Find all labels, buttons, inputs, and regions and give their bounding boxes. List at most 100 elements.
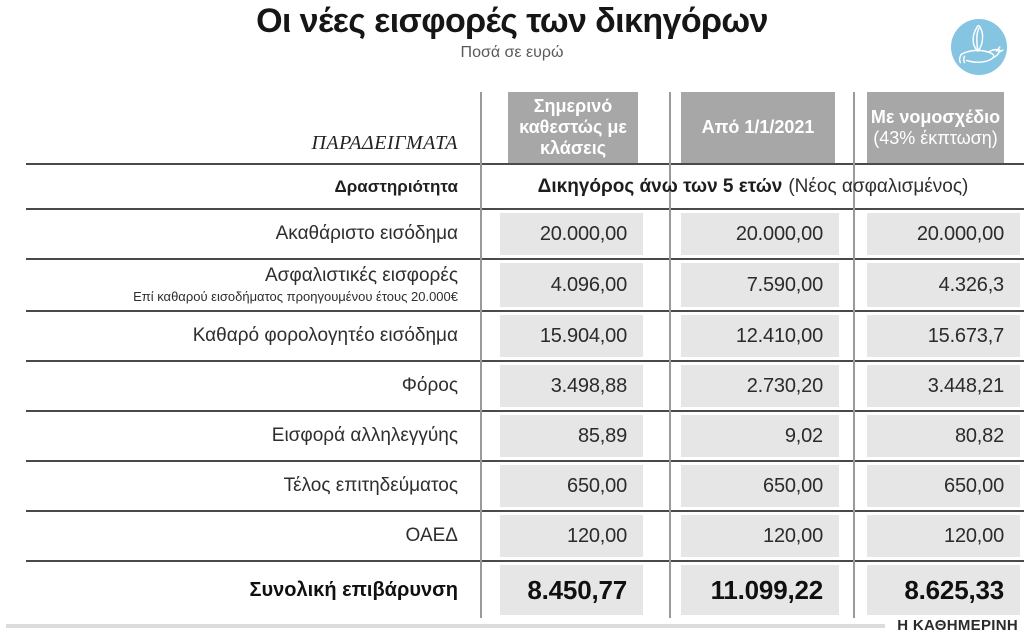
row-divider	[26, 258, 1024, 260]
table-row: Ακαθάριστο εισόδημα 20.000,00 20.000,00 …	[0, 210, 1024, 258]
value-cell: 11.099,22	[681, 565, 839, 615]
value-cell: 650,00	[500, 465, 643, 507]
row-value: 15.673,7	[927, 324, 1004, 347]
value-cell: 120,00	[681, 515, 839, 557]
table-row: Εισφορά αλληλεγγύης 85,89 9,02 80,82	[0, 412, 1024, 460]
table-row: Τέλος επιτηδεύματος 650,00 650,00 650,00	[0, 462, 1024, 510]
activity-row: Δραστηριότητα Δικηγόρος άνω των 5 ετών (…	[0, 165, 1024, 208]
row-value: 3.498,88	[550, 374, 627, 397]
value-cell: 8.625,33	[867, 565, 1020, 615]
examples-label: ΠΑΡΑΔΕΙΓΜΑΤΑ	[311, 132, 458, 154]
row-label: Ασφαλιστικές εισφορές	[264, 265, 458, 287]
value-cell: 650,00	[867, 465, 1020, 507]
row-value: 20.000,00	[539, 222, 627, 245]
row-value: 120,00	[763, 524, 823, 547]
column-header-current-regime: Σημερινό καθεστώς με κλάσεις	[508, 92, 638, 163]
row-divider	[26, 163, 1024, 165]
value-cell: 650,00	[681, 465, 839, 507]
kathimerini-dove-icon	[951, 19, 1007, 75]
row-value: 12.410,00	[735, 324, 823, 347]
row-value: 3.448,21	[927, 374, 1004, 397]
title-block: Οι νέες εισφορές των δικηγόρων Ποσά σε ε…	[0, 0, 1024, 62]
row-label-cell: Ακαθάριστο εισόδημα	[0, 210, 482, 258]
row-divider	[26, 310, 1024, 312]
page-subtitle: Ποσά σε ευρώ	[460, 44, 564, 61]
table-row: Καθαρό φορολογητέο εισόδημα 15.904,00 12…	[0, 312, 1024, 360]
row-label-cell: Καθαρό φορολογητέο εισόδημα	[0, 312, 482, 360]
column-header-title: Με νομοσχέδιο	[870, 106, 1001, 127]
value-cell: 20.000,00	[681, 213, 839, 255]
value-cell: 8.450,77	[500, 565, 643, 615]
page-title: Οι νέες εισφορές των δικηγόρων	[256, 2, 768, 40]
row-label-cell: Συνολική επιβάρυνση	[0, 562, 482, 618]
column-divider	[669, 92, 671, 618]
row-value: 4.096,00	[550, 273, 627, 296]
row-label: Εισφορά αλληλεγγύης	[271, 424, 458, 446]
table-header-row: ΠΑΡΑΔΕΙΓΜΑΤΑ Σημερινό καθεστώς με κλάσει…	[0, 92, 1024, 163]
column-header-from-2021: Από 1/1/2021	[681, 92, 835, 163]
row-label: Φόρος	[401, 374, 458, 396]
activity-value-bold: Δικηγόρος άνω των 5 ετών	[537, 175, 783, 197]
table-row: Ασφαλιστικές εισφορές Επί καθαρού εισοδή…	[0, 260, 1024, 310]
row-value: 80,82	[954, 424, 1004, 447]
value-cell: 20.000,00	[500, 213, 643, 255]
row-divider	[26, 360, 1024, 362]
value-cell: 2.730,20	[681, 365, 839, 407]
contributions-table: ΠΑΡΑΔΕΙΓΜΑΤΑ Σημερινό καθεστώς με κλάσει…	[0, 92, 1024, 618]
row-value: 85,89	[577, 424, 627, 447]
column-header-title: Σημερινό καθεστώς με κλάσεις	[519, 96, 627, 158]
row-divider	[26, 510, 1024, 512]
footer: Η ΚΑΘΗΜΕΡΙΝΗ	[6, 617, 1018, 634]
value-cell: 120,00	[500, 515, 643, 557]
value-cell: 4.326,3	[867, 263, 1020, 307]
row-value: 20.000,00	[916, 222, 1004, 245]
table-row: Συνολική επιβάρυνση 8.450,77 11.099,22 8…	[0, 562, 1024, 618]
row-value: 8.625,33	[904, 574, 1004, 605]
row-label: Καθαρό φορολογητέο εισόδημα	[192, 324, 458, 346]
footer-rule	[6, 623, 886, 628]
column-divider	[853, 92, 855, 618]
row-sublabel: Επί καθαρού εισοδήματος προηγουμένου έτο…	[133, 288, 458, 304]
value-cell: 4.096,00	[500, 263, 643, 307]
value-cell: 85,89	[500, 415, 643, 457]
column-header-with-bill: Με νομοσχέδιο (43% έκπτωση)	[867, 92, 1004, 163]
row-label: Συνολική επιβάρυνση	[249, 579, 459, 601]
row-label-cell: Τέλος επιτηδεύματος	[0, 462, 482, 510]
row-value: 650,00	[763, 474, 823, 497]
row-value: 8.450,77	[527, 574, 627, 605]
row-label: Ακαθάριστο εισόδημα	[275, 222, 458, 244]
value-cell: 15.904,00	[500, 315, 643, 357]
value-cell: 120,00	[867, 515, 1020, 557]
activity-value-normal: (Νέος ασφαλισμένος)	[788, 175, 969, 197]
row-value: 650,00	[567, 474, 627, 497]
table-row: ΟΑΕΔ 120,00 120,00 120,00	[0, 512, 1024, 560]
row-divider	[26, 560, 1024, 562]
row-value: 4.326,3	[938, 273, 1005, 296]
value-cell: 20.000,00	[867, 213, 1020, 255]
activity-label: Δραστηριότητα	[334, 176, 458, 196]
row-value: 11.099,22	[710, 574, 824, 605]
row-value: 120,00	[944, 524, 1004, 547]
row-value: 120,00	[567, 524, 627, 547]
row-divider	[26, 410, 1024, 412]
value-cell: 80,82	[867, 415, 1020, 457]
row-value: 7.590,00	[746, 273, 823, 296]
row-value: 650,00	[944, 474, 1004, 497]
value-cell: 7.590,00	[681, 263, 839, 307]
value-cell: 9,02	[681, 415, 839, 457]
row-label: Τέλος επιτηδεύματος	[283, 474, 458, 496]
row-value: 9,02	[784, 424, 823, 447]
row-label-cell: ΟΑΕΔ	[0, 512, 482, 560]
publisher-brand: Η ΚΑΘΗΜΕΡΙΝΗ	[897, 617, 1018, 634]
row-divider	[26, 208, 1024, 210]
row-label-cell: Εισφορά αλληλεγγύης	[0, 412, 482, 460]
value-cell: 12.410,00	[681, 315, 839, 357]
row-label-cell: Ασφαλιστικές εισφορές Επί καθαρού εισοδή…	[0, 260, 482, 310]
row-value: 15.904,00	[539, 324, 627, 347]
examples-cell: ΠΑΡΑΔΕΙΓΜΑΤΑ	[0, 92, 482, 163]
row-value: 20.000,00	[735, 222, 823, 245]
row-label: ΟΑΕΔ	[405, 524, 458, 546]
table-row: Φόρος 3.498,88 2.730,20 3.448,21	[0, 362, 1024, 410]
row-value: 2.730,20	[746, 374, 823, 397]
